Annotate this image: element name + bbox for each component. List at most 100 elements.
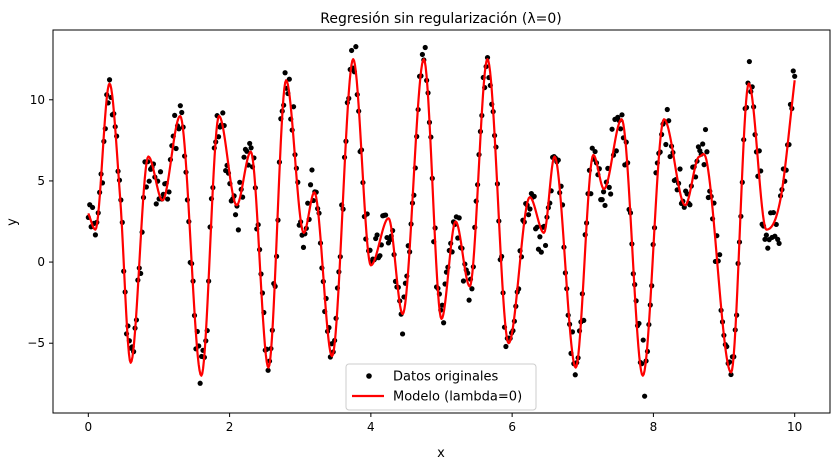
data-point <box>775 236 781 242</box>
data-point <box>166 189 172 195</box>
data-point <box>600 189 607 195</box>
data-point <box>503 343 509 350</box>
data-point <box>592 148 598 155</box>
data-point <box>164 196 171 202</box>
data-point <box>700 141 706 147</box>
scatter-series <box>85 44 798 399</box>
data-point <box>419 51 425 58</box>
data-point <box>704 149 710 155</box>
y-tick-label: −5 <box>27 336 45 350</box>
x-tick-label: 6 <box>508 420 516 434</box>
data-point <box>619 112 625 118</box>
data-point <box>399 331 406 337</box>
data-point <box>695 144 702 150</box>
data-point <box>374 232 380 238</box>
legend: Datos originales Modelo (lambda=0) <box>345 363 537 411</box>
data-point <box>247 140 253 147</box>
x-tick-label: 4 <box>367 420 375 434</box>
data-point <box>377 253 383 259</box>
legend-label-datos: Datos originales <box>393 370 499 385</box>
data-point <box>701 162 707 168</box>
data-point <box>534 224 540 230</box>
chart-title: Regresión sin regularización (λ=0) <box>320 11 561 27</box>
y-axis-label: y <box>5 218 20 226</box>
data-point <box>717 252 723 258</box>
data-point <box>349 47 355 54</box>
data-point <box>581 317 587 324</box>
data-point <box>466 297 472 303</box>
data-point <box>441 320 447 326</box>
y-tick-label: 0 <box>37 255 45 269</box>
data-point <box>542 242 549 249</box>
data-point <box>353 44 359 50</box>
data-point <box>197 380 203 386</box>
data-point <box>173 145 179 152</box>
data-point <box>537 234 543 240</box>
x-tick-label: 2 <box>226 420 234 434</box>
legend-marker-datos <box>366 373 372 379</box>
data-point <box>608 191 614 197</box>
data-point <box>602 202 608 209</box>
data-point <box>237 179 243 185</box>
data-point <box>422 44 428 51</box>
legend-box <box>345 363 537 411</box>
data-point <box>235 227 241 233</box>
x-tick-label: 8 <box>650 420 658 434</box>
data-point <box>790 68 796 74</box>
data-point <box>599 197 605 203</box>
data-point <box>667 153 673 160</box>
data-point <box>179 109 185 116</box>
data-point <box>382 212 389 218</box>
data-point <box>172 112 178 119</box>
data-point <box>153 201 159 207</box>
data-point <box>617 126 624 132</box>
data-point <box>640 337 646 343</box>
data-point <box>456 215 462 221</box>
data-point <box>664 106 670 113</box>
data-point <box>307 182 314 188</box>
data-point <box>220 110 226 116</box>
y-axis: −5 0 5 10 <box>27 93 53 350</box>
data-point <box>232 212 239 218</box>
data-point <box>531 193 537 199</box>
data-point <box>300 244 307 250</box>
data-point <box>305 200 311 206</box>
data-point <box>177 103 183 109</box>
x-axis: 0 2 4 6 8 10 <box>84 413 802 434</box>
x-axis-label: x <box>437 446 445 461</box>
data-point <box>248 145 254 151</box>
data-point <box>538 249 544 255</box>
data-point <box>746 58 752 65</box>
data-point <box>773 221 779 228</box>
data-point <box>762 236 768 242</box>
x-tick-label: 0 <box>84 420 92 434</box>
data-point <box>282 70 288 76</box>
data-point <box>606 184 612 190</box>
data-point <box>176 126 182 132</box>
data-point <box>702 126 709 133</box>
data-point <box>763 232 769 238</box>
data-point <box>728 371 734 378</box>
data-point <box>106 77 113 83</box>
y-tick-label: 10 <box>30 93 45 107</box>
data-point <box>244 148 250 154</box>
plot-frame <box>52 29 831 414</box>
data-point <box>439 302 445 308</box>
data-point <box>613 148 619 154</box>
data-point <box>765 245 771 251</box>
data-point <box>146 178 152 184</box>
data-point <box>609 126 615 132</box>
data-point <box>157 169 164 175</box>
data-point <box>469 286 475 292</box>
y-tick-label: 5 <box>37 174 45 188</box>
data-point <box>89 204 96 211</box>
data-point <box>792 73 798 79</box>
data-point <box>677 166 683 172</box>
data-point <box>265 367 271 373</box>
data-point <box>642 393 648 399</box>
data-point <box>460 278 467 284</box>
data-point <box>525 212 532 218</box>
data-point <box>484 55 491 61</box>
data-point <box>387 237 393 243</box>
